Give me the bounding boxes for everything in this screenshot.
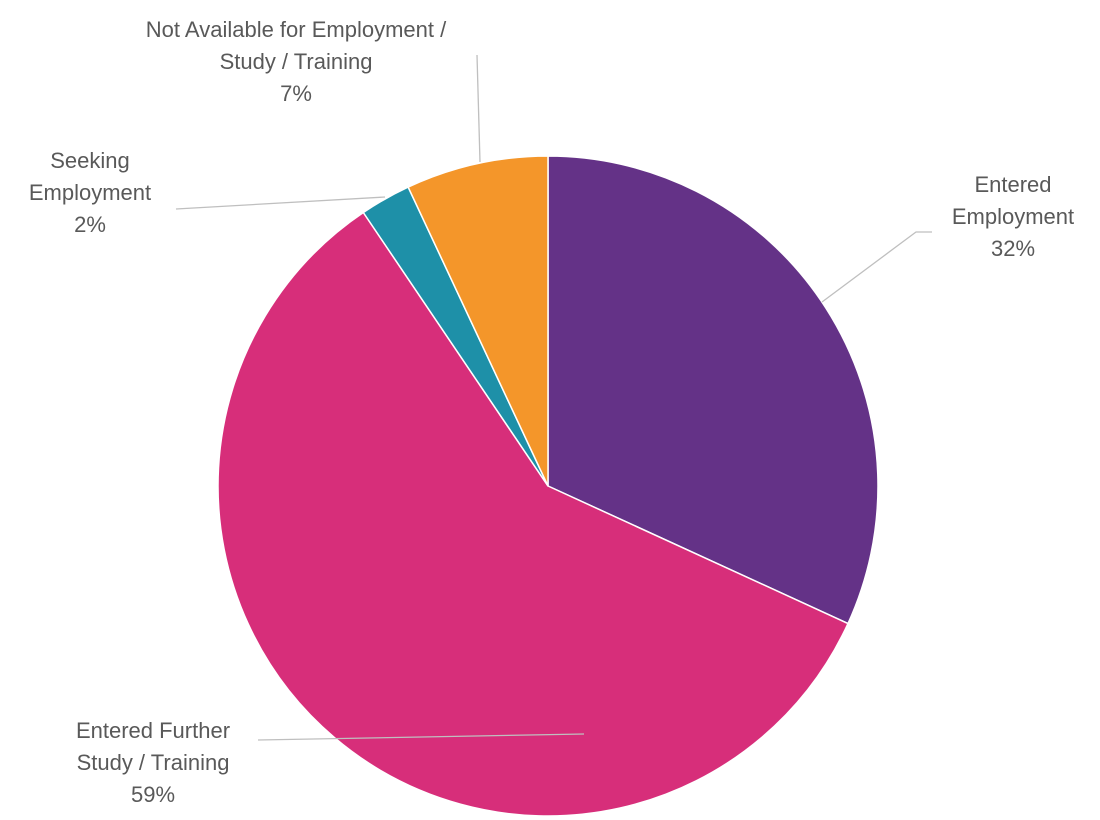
data-label-name: Not Available for Employment / (146, 17, 447, 42)
pie-slice-entered-further-study-training (217, 211, 849, 817)
leader-line (257, 733, 585, 741)
labels-layer: Entered Employment 32% Entered Further Study… (29, 17, 1074, 807)
data-label-percent: 32% (991, 236, 1035, 261)
pie-slice-entered-employment (547, 155, 879, 625)
leader-line (175, 196, 386, 210)
data-label-percent: 59% (131, 782, 175, 807)
data-label: Not Available for Employment / Study / Tr… (146, 17, 447, 106)
leader-line (476, 54, 481, 163)
data-label: Entered Further Study / Training 59% (76, 718, 230, 807)
data-label-percent: 7% (280, 81, 312, 106)
data-label: Entered Employment 32% (952, 172, 1074, 261)
data-label-name: Employment (29, 180, 151, 205)
data-label: Seeking Employment 2% (29, 148, 151, 237)
data-label-name: Study / Training (220, 49, 373, 74)
data-label-name: Entered Further (76, 718, 230, 743)
data-label-name: Seeking (50, 148, 130, 173)
slices-layer (217, 155, 879, 817)
leader-lines-layer (175, 54, 932, 741)
data-label-name: Entered (974, 172, 1051, 197)
data-label-percent: 2% (74, 212, 106, 237)
data-label-name: Employment (952, 204, 1074, 229)
pie-slice-not-available-for-employment-study-training (407, 155, 549, 487)
leader-line (821, 231, 932, 303)
data-label-name: Study / Training (77, 750, 230, 775)
